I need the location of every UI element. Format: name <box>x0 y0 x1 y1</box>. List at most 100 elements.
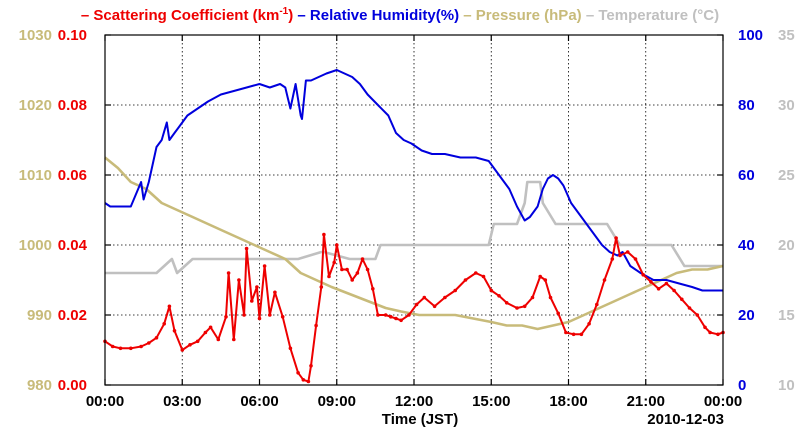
y-tick-label-right-outer: 35 <box>778 27 795 44</box>
y-tick-label-left-inner: 0.08 <box>58 97 87 114</box>
data-point <box>203 330 208 335</box>
data-point <box>394 316 398 321</box>
data-point <box>268 313 272 317</box>
data-point <box>474 271 478 275</box>
data-point <box>432 304 437 309</box>
chart-legend: – Scattering Coefficient (km-1) – Relati… <box>81 6 719 24</box>
x-tick-label: 00:00 <box>86 393 124 410</box>
data-point <box>407 313 411 317</box>
data-point <box>110 344 115 349</box>
series-layer <box>103 69 725 384</box>
date-label: 2010-12-03 <box>647 411 724 428</box>
y-tick-label-right-inner: 40 <box>738 237 755 254</box>
data-point <box>538 274 542 279</box>
data-point <box>453 288 458 293</box>
data-point <box>250 299 254 303</box>
x-axis-title: Time (JST) <box>382 411 458 428</box>
x-tick-label: 21:00 <box>627 393 665 410</box>
x-tick-label: 15:00 <box>472 393 510 410</box>
data-point <box>273 290 277 295</box>
data-point <box>463 278 468 282</box>
y-tick-label-left-inner: 0.00 <box>58 377 87 394</box>
data-point <box>618 253 622 258</box>
data-point <box>232 337 236 342</box>
data-point <box>610 257 615 261</box>
data-point <box>414 302 419 307</box>
data-point <box>296 371 300 375</box>
y-tick-label-left-inner: 0.02 <box>58 307 87 324</box>
data-point <box>633 257 638 261</box>
y-tick-label-left-outer: 1010 <box>19 167 52 184</box>
data-point <box>208 325 213 330</box>
data-point <box>656 287 661 291</box>
data-point <box>422 295 427 300</box>
data-point <box>327 274 331 279</box>
data-point <box>288 346 293 351</box>
data-point <box>515 306 519 310</box>
data-point <box>376 313 380 317</box>
data-point <box>579 332 584 337</box>
data-point <box>257 316 262 321</box>
data-point <box>139 344 143 349</box>
data-point <box>602 278 607 282</box>
data-point <box>556 311 560 316</box>
data-point <box>195 339 200 344</box>
data-point <box>332 260 337 265</box>
data-point <box>399 318 403 323</box>
legend-superscript: -1 <box>279 6 288 17</box>
data-point <box>314 323 318 328</box>
legend-entry: – Temperature (°C) <box>582 7 719 24</box>
data-point <box>345 267 349 272</box>
x-tick-label: 00:00 <box>704 393 742 410</box>
y-tick-label-left-outer: 990 <box>27 307 52 324</box>
x-tick-label: 03:00 <box>163 393 201 410</box>
data-point <box>664 281 669 286</box>
data-point <box>587 322 591 326</box>
data-point <box>716 332 720 337</box>
data-point <box>309 364 313 368</box>
data-point <box>522 304 527 309</box>
data-point <box>319 285 324 289</box>
data-point <box>118 346 123 351</box>
y-tick-label-left-outer: 1000 <box>19 237 52 254</box>
y-tick-label-left-inner: 0.06 <box>58 167 87 184</box>
x-tick-label: 06:00 <box>240 393 278 410</box>
data-point <box>147 341 151 345</box>
data-point <box>695 313 700 317</box>
data-point <box>167 304 172 309</box>
y-tick-label-right-inner: 0 <box>738 377 746 394</box>
y-tick-label-left-outer: 980 <box>27 377 52 394</box>
data-point <box>564 330 568 335</box>
data-point <box>530 295 535 300</box>
data-point <box>595 302 599 307</box>
data-point <box>504 301 509 305</box>
data-point <box>360 257 365 261</box>
data-point <box>680 297 684 302</box>
y-tick-label-right-inner: 100 <box>738 27 763 44</box>
data-point <box>571 332 576 337</box>
data-point <box>649 280 653 284</box>
data-point <box>672 288 676 293</box>
data-point <box>625 250 630 254</box>
data-point <box>262 264 267 268</box>
data-point <box>340 267 344 272</box>
data-point <box>548 295 553 300</box>
y-tick-label-right-inner: 20 <box>738 307 755 324</box>
data-point <box>255 285 259 289</box>
series-line-scattering-coefficient <box>104 233 724 383</box>
y-tick-label-left-outer: 1020 <box>19 97 52 114</box>
data-point <box>180 348 185 352</box>
data-point <box>216 337 221 342</box>
data-point <box>306 379 311 384</box>
data-point <box>641 273 645 277</box>
legend-entry: – Relative Humidity(%) <box>293 7 459 24</box>
y-tick-label-right-inner: 60 <box>738 167 755 184</box>
data-point <box>687 306 692 310</box>
data-point <box>244 246 249 251</box>
data-point <box>365 267 370 272</box>
series-line-temperature-c- <box>105 180 723 275</box>
data-point <box>129 346 133 351</box>
data-point <box>489 288 494 293</box>
data-point <box>383 313 388 317</box>
data-point <box>162 322 166 326</box>
